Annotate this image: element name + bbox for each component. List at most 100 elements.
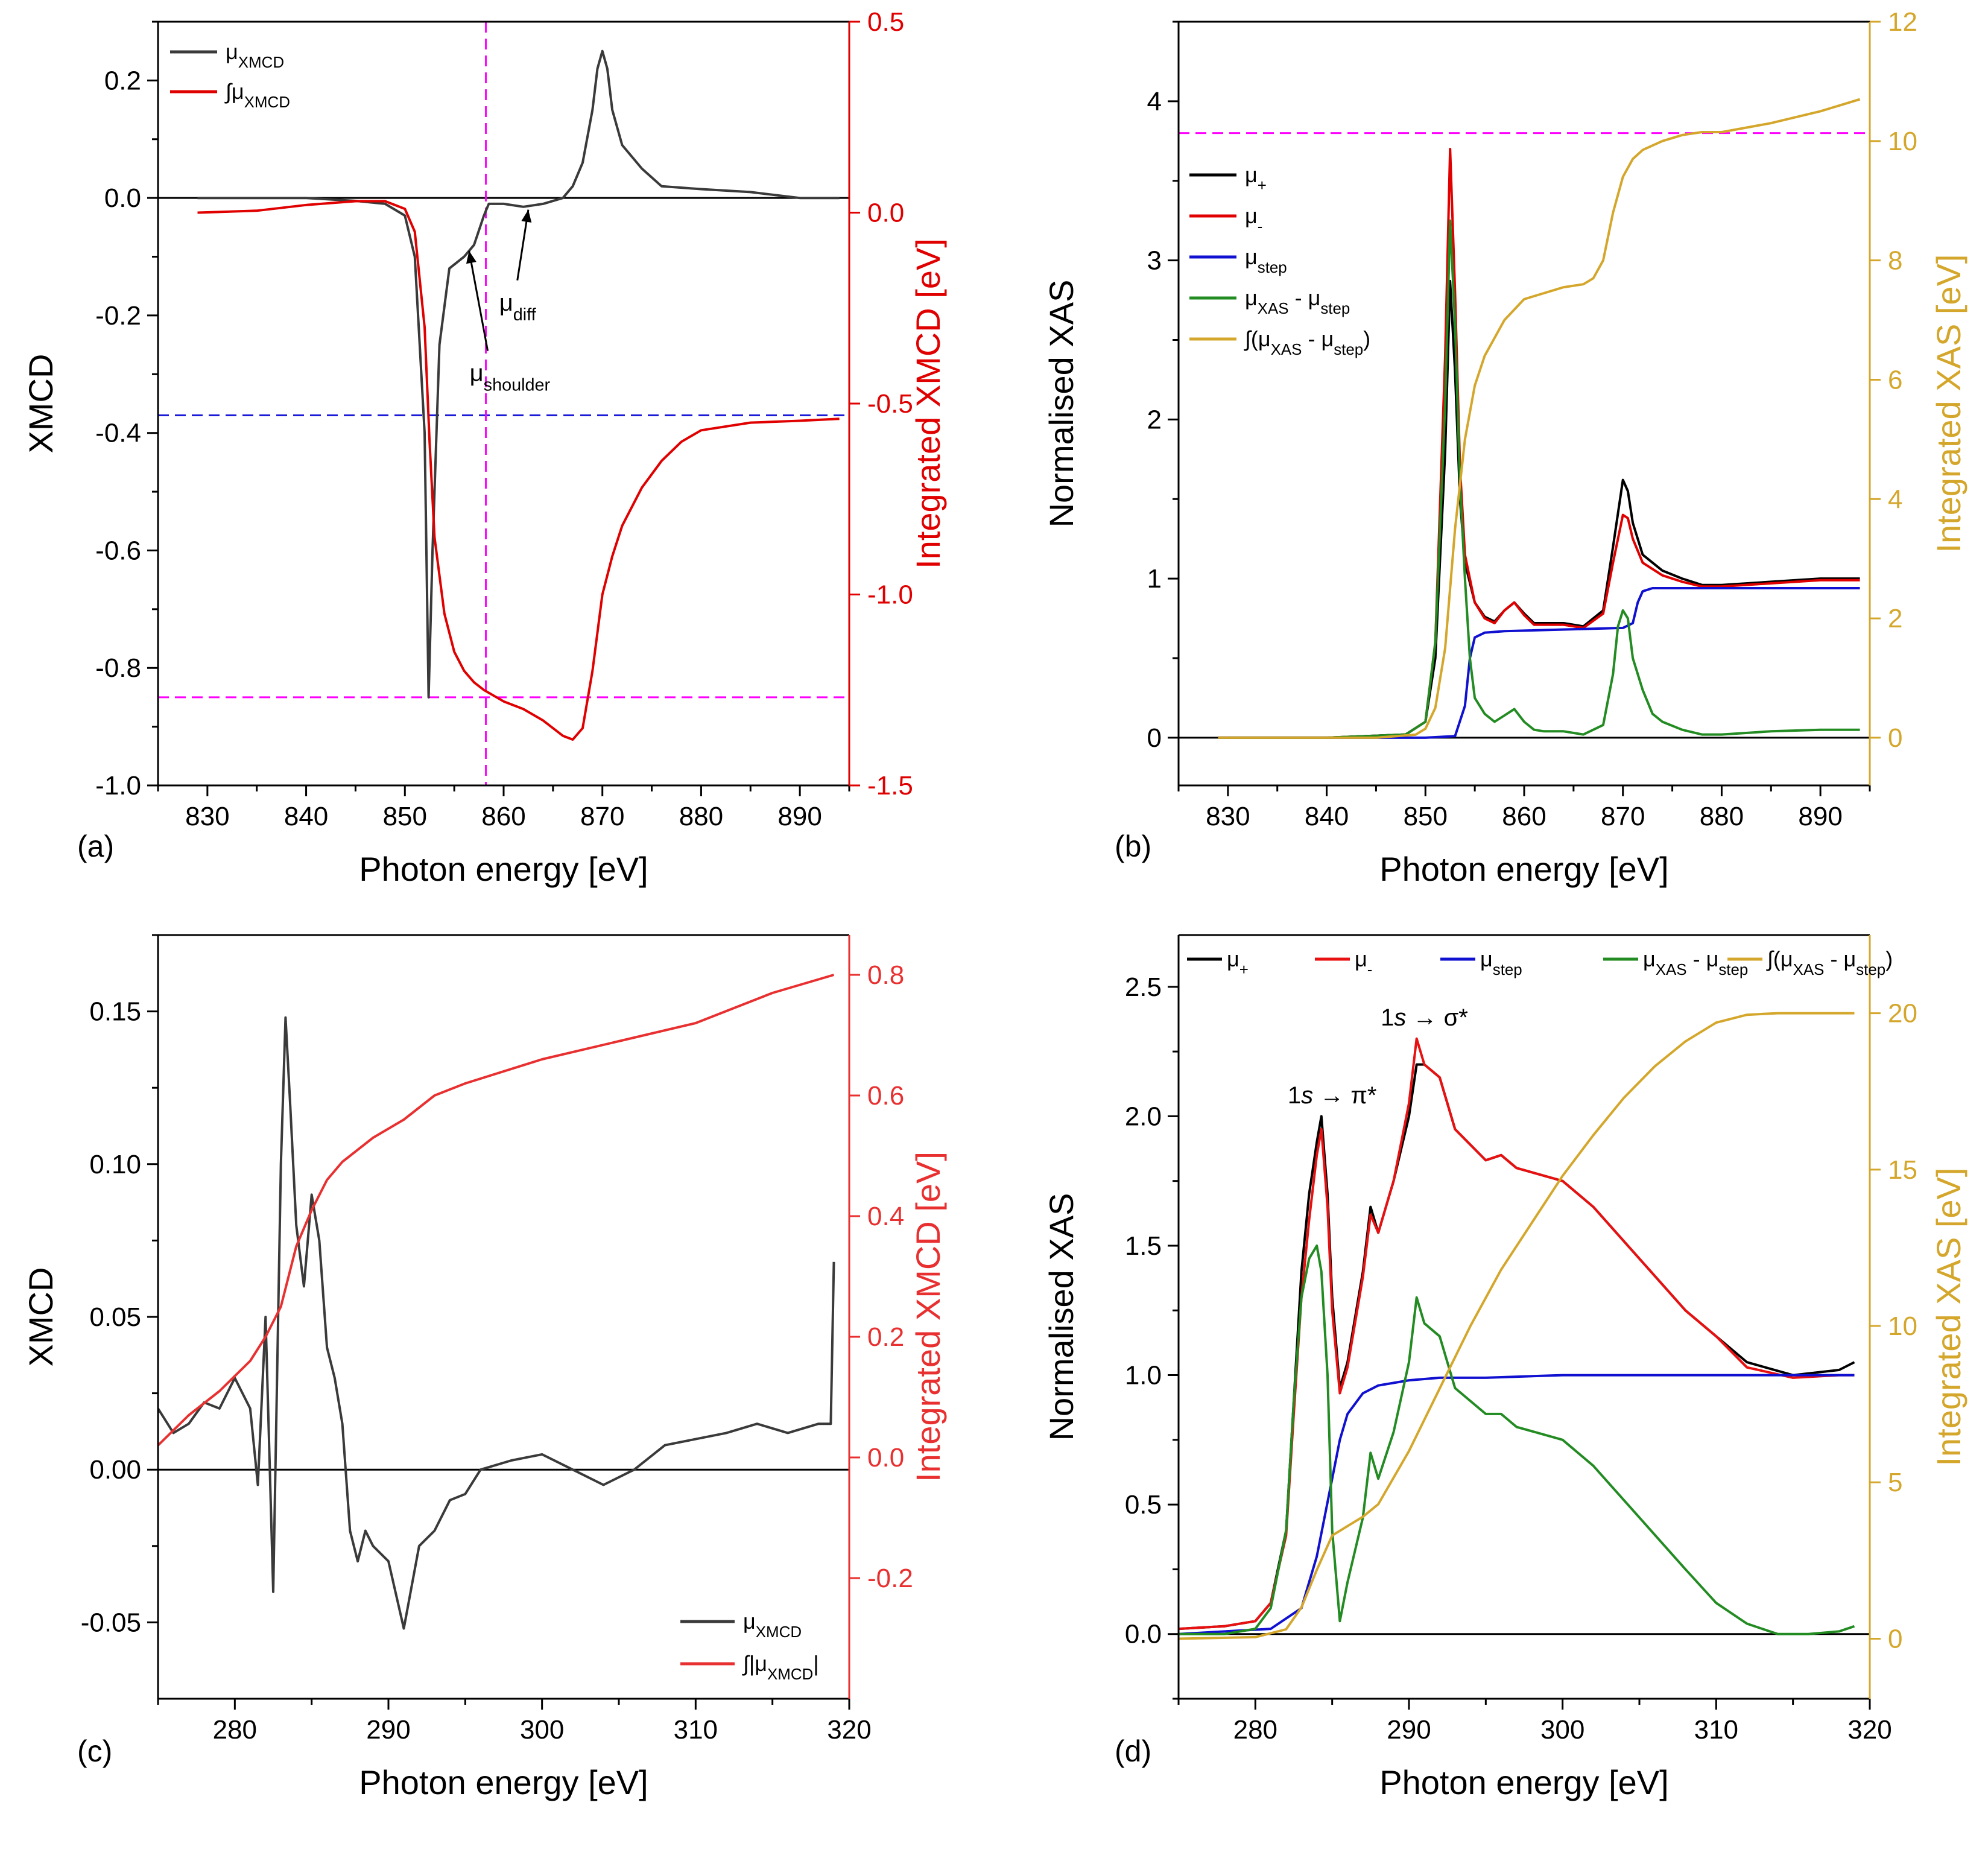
x-tick-label: 290 [366, 1715, 410, 1745]
y2-tick-label: -1.0 [867, 580, 913, 610]
panel-d: 280 290 300 310 320 0.0 0.5 1.0 1.5 2.0 2.5 0 5 10 15 2… [1042, 934, 1967, 1801]
annotation-text: 1s → σ* [1381, 1004, 1468, 1031]
x-axis-title: Photon energy [eV] [359, 850, 648, 888]
series-group [1218, 98, 1861, 739]
y2-tick-label: 10 [1888, 127, 1917, 156]
x-tick-label: 320 [827, 1715, 871, 1745]
y2-tick-label: 10 [1888, 1311, 1917, 1341]
series-line-1 [197, 200, 840, 741]
x-axis-title: Photon energy [eV] [1379, 850, 1668, 888]
x-tick-label: 860 [481, 802, 525, 831]
y-tick-label: 0 [1147, 723, 1162, 753]
series-line-0 [197, 49, 840, 699]
y2-tick-label: 0 [1888, 1624, 1902, 1653]
x-tick-label: 840 [284, 802, 328, 831]
y-tick-label: 2.5 [1125, 972, 1162, 1002]
series-line-2 [1218, 587, 1860, 739]
legend-label: ∫μXMCD [224, 79, 290, 111]
y-tick-label: -0.4 [95, 419, 141, 448]
x-tick-label: 880 [679, 802, 723, 831]
y2-axis-title: Integrated XMCD [eV] [909, 1152, 947, 1482]
x-tick-label: 850 [1404, 802, 1448, 831]
x-tick-label: 290 [1387, 1715, 1431, 1745]
y2-tick-label: 0.0 [867, 198, 904, 228]
series-line-2 [1179, 1374, 1855, 1635]
x-tick-label: 830 [1206, 802, 1250, 831]
x-tick-label: 830 [185, 802, 229, 831]
panel-label: (d) [1115, 1734, 1151, 1768]
x-tick-label: 310 [674, 1715, 718, 1745]
annotation-text: μdiff [499, 290, 537, 325]
series-line-3 [1218, 219, 1860, 739]
y2-tick-label: 0.6 [867, 1081, 904, 1111]
x-axis-title: Photon energy [eV] [359, 1763, 648, 1801]
legend-label: μXAS - μstep [1245, 285, 1350, 317]
panel-label: (c) [77, 1734, 112, 1768]
y2-tick-label: -1.5 [867, 771, 913, 801]
legend: μ+ μ-μstep μXAS - μstep ∫(μXAS - μstep) [1187, 946, 1893, 978]
series-group [197, 49, 840, 741]
x-tick-label: 890 [1798, 802, 1842, 831]
y-tick-label: 0.10 [89, 1150, 141, 1179]
y2-tick-label: 12 [1888, 7, 1917, 37]
y-tick-label: 3 [1147, 246, 1162, 276]
y-tick-label: 2 [1147, 405, 1162, 434]
series-group [158, 974, 835, 1630]
series-line-4 [1218, 98, 1861, 739]
y-tick-label: 1.5 [1125, 1231, 1162, 1261]
x-tick-label: 300 [1540, 1715, 1584, 1745]
y-tick-label: 0.00 [89, 1455, 141, 1485]
y2-tick-label: 8 [1888, 246, 1902, 276]
x-tick-label: 860 [1502, 802, 1546, 831]
panel-label: (a) [77, 829, 114, 863]
reference-lines [158, 22, 849, 785]
legend-label: μXMCD [743, 1609, 802, 1641]
legend-label: μstep [1480, 946, 1522, 978]
y-tick-label: 0.2 [104, 66, 141, 95]
panel-c: 280 290 300 310 320 -0.05 0.00 0.05 0.10 0.15 -0.2… [22, 934, 947, 1801]
x-tick-label: 870 [580, 802, 624, 831]
annotation-1: 1s → σ* [1381, 1004, 1468, 1031]
panel-a: 830 840 850 860 870 880 890 -1.0 -0.8 -0.6 -0.4 -0.… [22, 7, 947, 888]
panel-b: 830 840 850 860 870 880 89001234024681012Photo… [1042, 7, 1967, 888]
annotation-arrowhead [521, 209, 532, 223]
y-tick-label: -0.6 [95, 536, 141, 565]
series-line-4 [1179, 1012, 1855, 1640]
annotation-arrowhead [466, 250, 476, 264]
panel-label: (b) [1115, 829, 1151, 863]
legend: μXMCD ∫μXMCD [170, 39, 290, 111]
annotation-arrow [468, 250, 489, 351]
y2-axis-title: Integrated XAS [eV] [1929, 255, 1967, 553]
legend-label: ∫|μXMCD| [742, 1651, 819, 1683]
y-axis-title: Normalised XAS [1042, 280, 1080, 528]
legend-label: μ+ [1245, 162, 1267, 194]
legend: μXMCD ∫|μXMCD| [680, 1609, 819, 1683]
x-tick-label: 280 [213, 1715, 257, 1745]
series-line-0 [158, 1016, 835, 1630]
y-tick-label: 0.15 [89, 997, 141, 1027]
y-tick-label: 2.0 [1125, 1102, 1162, 1131]
y2-tick-label: 0.4 [867, 1202, 904, 1231]
x-tick-label: 850 [383, 802, 427, 831]
y2-tick-label: -0.5 [867, 389, 913, 419]
series-line-1 [158, 974, 835, 1447]
x-tick-label: 890 [777, 802, 821, 831]
y-axis-title: Normalised XAS [1042, 1193, 1080, 1441]
y2-tick-label: 4 [1888, 484, 1902, 514]
x-tick-label: 870 [1601, 802, 1645, 831]
legend-label: μ- [1355, 946, 1372, 978]
y-tick-label: -1.0 [95, 771, 141, 801]
y-tick-label: 1.0 [1125, 1361, 1162, 1390]
x-tick-label: 280 [1233, 1715, 1277, 1745]
annotation-text: 1s → π* [1288, 1082, 1377, 1109]
y-tick-label: 4 [1147, 87, 1162, 116]
series-group [1179, 1012, 1855, 1640]
y2-tick-label: 15 [1888, 1155, 1917, 1185]
y-tick-label: -0.05 [81, 1608, 141, 1637]
annotation-1: μshoulder [466, 250, 551, 395]
y-tick-label: 0.05 [89, 1302, 141, 1332]
series-line-3 [1179, 1244, 1855, 1635]
legend-label: μ+ [1227, 946, 1249, 978]
y2-tick-label: 5 [1888, 1468, 1902, 1497]
y2-tick-label: 2 [1888, 604, 1902, 633]
